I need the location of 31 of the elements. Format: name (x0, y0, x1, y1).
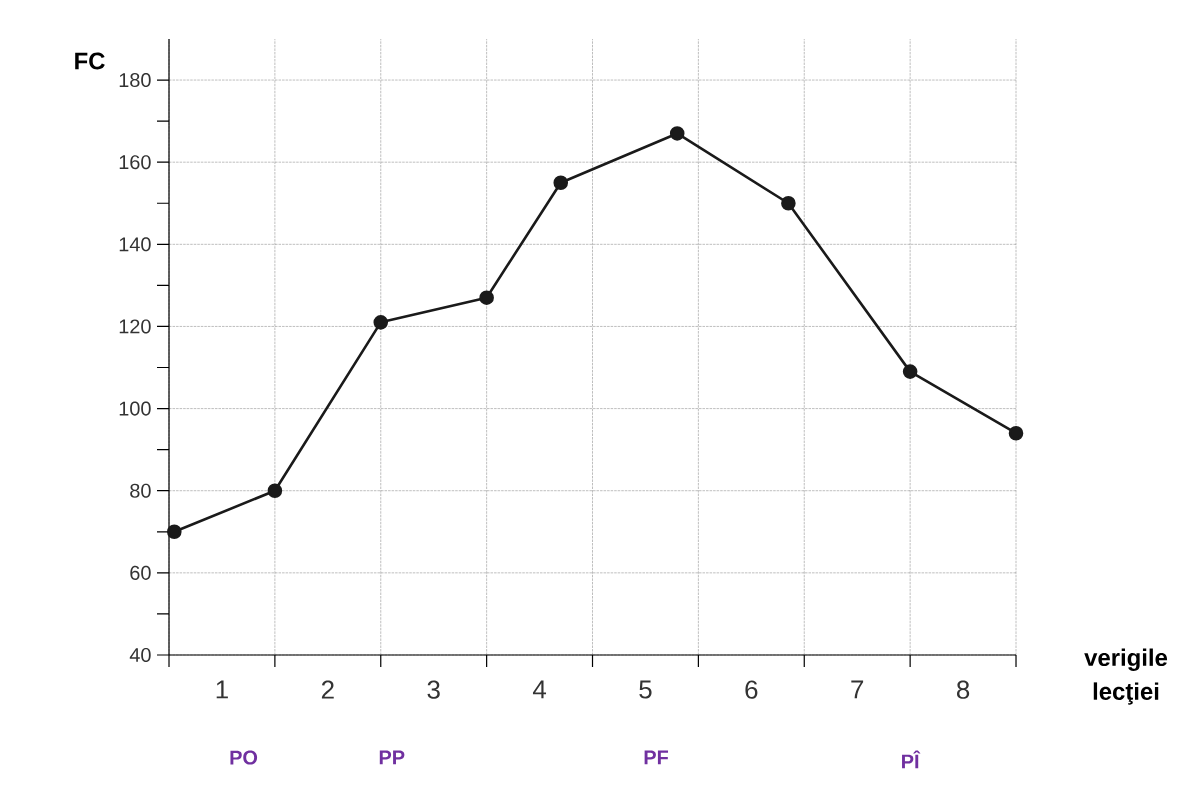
x-tick-label: 5 (639, 680, 652, 699)
point (479, 290, 494, 305)
point (902, 364, 918, 379)
x-tick-label: 8 (956, 680, 970, 699)
text: PÎ (902, 750, 921, 769)
point (553, 175, 569, 191)
y-tick-label: 40 (129, 647, 151, 663)
point (167, 524, 182, 540)
y-tick-label: 160 (119, 155, 151, 170)
point (669, 126, 685, 141)
point (373, 315, 389, 330)
point (1008, 425, 1024, 441)
x-tick-label: 3 (427, 680, 440, 699)
y-tick-label: 100 (119, 401, 151, 416)
x-tick-label: 2 (321, 680, 334, 699)
text: PO (230, 750, 258, 765)
text: PP (379, 750, 405, 765)
y-tick-label: 180 (119, 73, 151, 88)
x-tick-label: 1 (216, 680, 228, 699)
y-tick-label: 140 (119, 237, 151, 252)
x-axis-title: verigile lecţiei (1084, 648, 1168, 705)
text: PF (644, 750, 669, 765)
y-tick-label: 80 (130, 483, 151, 498)
point (781, 195, 796, 211)
x-tick-label: 6 (745, 680, 758, 699)
y-tick-label: 60 (130, 565, 151, 580)
point (267, 483, 283, 499)
x-tick-label: 7 (851, 680, 864, 699)
y-tick-label: 120 (119, 319, 151, 334)
y-axis-title: FC (75, 52, 105, 70)
x-tick-label: 4 (532, 680, 547, 699)
